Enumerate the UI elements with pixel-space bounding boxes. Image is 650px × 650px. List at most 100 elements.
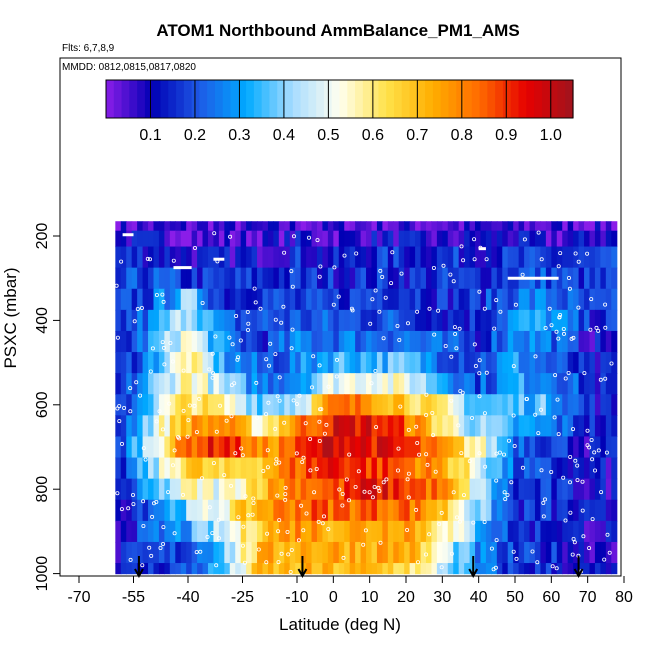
heatmap-cell: [600, 394, 607, 416]
heatmap-cell: [267, 436, 274, 459]
heatmap-cell: [267, 499, 274, 522]
heatmap-cell: [240, 563, 247, 575]
heatmap-cell: [562, 267, 569, 290]
heatmap-cell: [404, 221, 411, 232]
heatmap-cell: [513, 330, 520, 353]
sample-marker: [505, 492, 510, 497]
sample-marker: [233, 451, 238, 456]
heatmap-cell: [453, 330, 460, 353]
heatmap-cell: [355, 267, 362, 290]
heatmap-cell: [180, 267, 187, 290]
heatmap-cell: [251, 246, 258, 269]
heatmap-cell: [387, 541, 394, 564]
heatmap-cell: [376, 373, 383, 395]
heatmap-cell: [376, 457, 383, 480]
sample-marker: [454, 515, 459, 520]
heatmap-cell: [436, 415, 443, 438]
colorbar-segment: [362, 80, 372, 118]
heatmap-cell: [409, 541, 416, 564]
sample-marker: [509, 480, 514, 485]
sample-marker: [477, 394, 482, 399]
heatmap-cell: [251, 436, 258, 459]
heatmap-cell: [453, 288, 460, 311]
sample-marker: [573, 458, 578, 463]
heatmap-cell: [355, 457, 362, 480]
sample-marker: [501, 452, 506, 457]
heatmap-cell: [485, 499, 492, 522]
heatmap-cell: [327, 520, 334, 543]
heatmap-cell: [191, 478, 198, 501]
heatmap-cell: [469, 309, 476, 332]
heatmap-cell: [186, 499, 193, 522]
sample-marker: [299, 503, 304, 508]
heatmap-cell: [311, 394, 318, 416]
heatmap-cell: [213, 221, 220, 232]
heatmap-cell: [186, 221, 193, 232]
heatmap-cell: [137, 246, 144, 269]
heatmap-cell: [344, 478, 351, 501]
heatmap-cell: [202, 478, 209, 501]
heatmap-cell: [605, 457, 612, 480]
heatmap-cell: [447, 352, 454, 374]
sample-marker: [575, 478, 580, 483]
heatmap-cell: [289, 246, 296, 269]
colorbar-segment: [152, 80, 162, 118]
heatmap-cell: [262, 436, 269, 459]
heatmap-cell: [251, 352, 258, 374]
sample-marker: [350, 308, 355, 313]
heatmap-cell: [502, 541, 509, 564]
heatmap-cell: [273, 415, 280, 438]
heatmap-cell: [545, 478, 552, 501]
sample-marker: [235, 357, 240, 362]
heatmap-cell: [338, 352, 345, 374]
heatmap-cell: [464, 288, 471, 311]
heatmap-cell: [251, 541, 258, 564]
heatmap-cell: [398, 246, 405, 269]
sample-marker: [566, 370, 571, 375]
sample-marker: [603, 302, 608, 307]
heatmap-cell: [540, 415, 547, 438]
heatmap-cell: [142, 563, 149, 575]
sample-marker: [381, 336, 386, 341]
colorbar-segment: [534, 80, 543, 118]
heatmap-cell: [322, 499, 329, 522]
heatmap-cell: [578, 541, 585, 564]
heatmap-cell: [142, 221, 149, 232]
colorbar-segment: [121, 80, 130, 118]
heatmap-cell: [573, 563, 580, 575]
heatmap-cell: [240, 373, 247, 395]
heatmap-cell: [273, 352, 280, 374]
sample-marker: [255, 415, 260, 420]
heatmap-cell: [540, 352, 547, 374]
heatmap-cell: [556, 330, 563, 353]
heatmap-cell: [148, 246, 155, 269]
heatmap-cell: [300, 246, 307, 269]
heatmap-cell: [164, 563, 171, 575]
heatmap-cell: [349, 520, 356, 543]
sample-marker: [556, 264, 561, 269]
heatmap-cell: [425, 541, 433, 564]
sample-marker: [347, 452, 352, 457]
heatmap-cell: [567, 330, 574, 353]
heatmap-cell: [518, 230, 525, 248]
heatmap-cell: [322, 230, 329, 248]
heatmap-cell: [349, 563, 356, 575]
heatmap-cell: [164, 541, 171, 564]
heatmap-cell: [475, 267, 482, 290]
sample-marker: [473, 363, 478, 368]
heatmap-cell: [589, 478, 596, 501]
sample-marker: [498, 309, 503, 314]
heatmap-cell: [398, 457, 405, 480]
heatmap-cell: [191, 373, 198, 395]
colorbar-segment: [292, 80, 302, 118]
sample-marker: [454, 346, 459, 351]
heatmap-cell: [289, 373, 296, 395]
heatmap-cell: [431, 541, 438, 564]
heatmap-cell: [387, 394, 394, 416]
heatmap-cell: [464, 415, 471, 438]
heatmap-cell: [229, 541, 236, 564]
sample-marker: [289, 346, 294, 351]
heatmap-cell: [344, 309, 351, 332]
heatmap-cell: [573, 457, 580, 480]
sample-marker: [362, 489, 367, 494]
